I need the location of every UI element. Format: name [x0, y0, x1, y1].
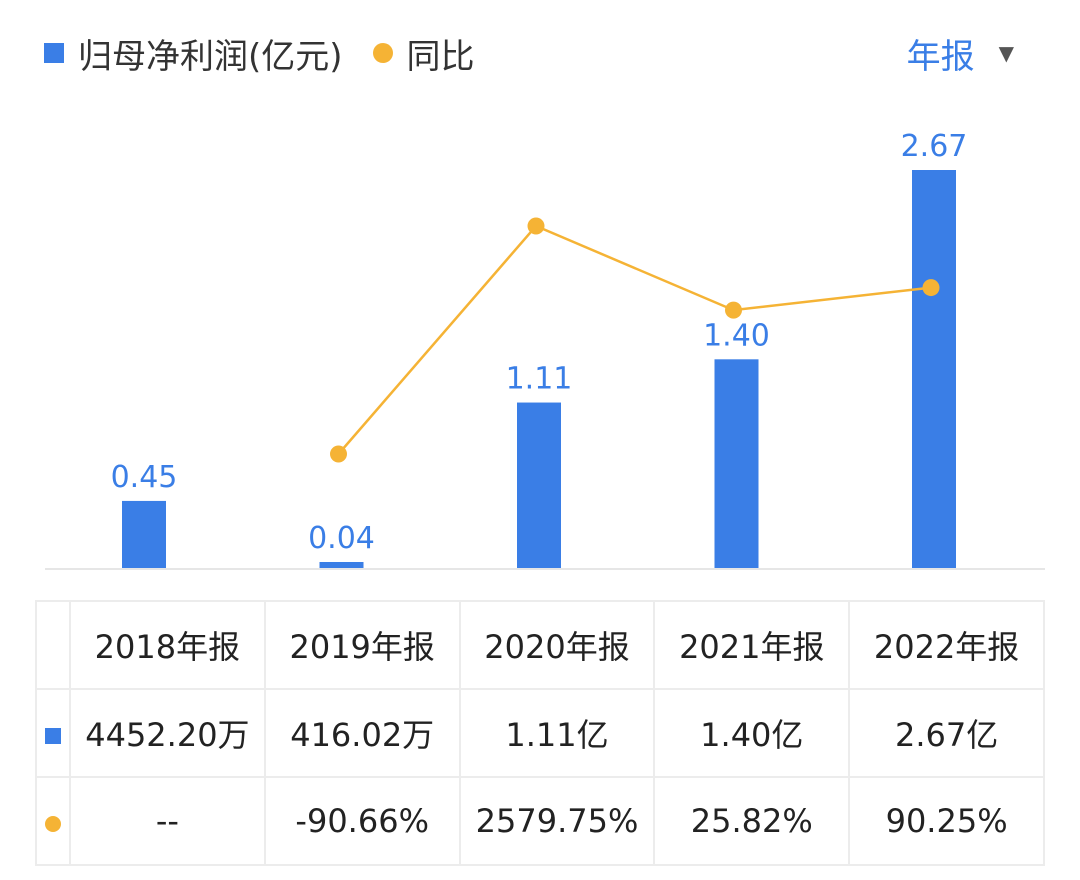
yoy-cell: 25.82% [653, 776, 851, 866]
bar-legend-label: 归母净利润(亿元) [78, 36, 343, 77]
table-header-cell: 2021年报 [653, 600, 851, 690]
profit-cell: 4452.20万 [69, 688, 266, 778]
data-table: 2018年报 2019年报 2020年报 2021年报 2022年报 4452.… [35, 600, 1045, 866]
profit-cell: 1.40亿 [653, 688, 851, 778]
profit-bar [122, 500, 166, 568]
profit-bar [319, 562, 364, 568]
profit-bar [517, 402, 561, 568]
square-icon [45, 728, 61, 744]
yoy-cell: 90.25% [848, 776, 1045, 866]
profit-bar [912, 170, 956, 568]
table-header-cell: 2020年报 [458, 600, 656, 690]
line-legend-swatch [372, 43, 393, 63]
chart-legend: 归母净利润(亿元) 同比 [44, 30, 475, 77]
table-header-cell: 2018年报 [69, 600, 266, 690]
yoy-cell: 2579.75% [458, 776, 656, 866]
profit-cell: 416.02万 [263, 688, 461, 778]
yoy-cell: -90.66% [263, 776, 461, 866]
yoy-row-marker [35, 776, 71, 866]
profit-row-marker [35, 688, 71, 778]
profit-cell: 2.67亿 [848, 688, 1045, 778]
table-header-cell: 2022年报 [848, 600, 1045, 690]
period-selector[interactable]: 年报 ▼ [906, 30, 1014, 77]
yoy-line [337, 224, 932, 455]
period-selector-label: 年报 [906, 36, 975, 77]
line-legend-label: 同比 [406, 36, 475, 77]
caret-down-icon: ▼ [998, 41, 1014, 65]
yoy-point [922, 279, 940, 297]
yoy-point [725, 301, 742, 319]
yoy-cell: -- [69, 776, 266, 866]
table-header-cell: 2019年报 [263, 600, 461, 690]
table-corner-cell [35, 600, 71, 690]
profit-row: 4452.20万 416.02万 1.11亿 1.40亿 2.67亿 [35, 688, 1045, 778]
profit-cell: 1.11亿 [458, 688, 656, 778]
bar-value-label: 1.40 [703, 318, 770, 353]
bar-legend-swatch [44, 43, 64, 63]
bar-value-label: 0.04 [308, 521, 375, 556]
table-header-row: 2018年报 2019年报 2020年报 2021年报 2022年报 [35, 600, 1045, 690]
profit-chart: 0.45 0.04 1.11 1.40 2.67 [45, 129, 1045, 570]
yoy-point [330, 445, 347, 463]
bar-value-label: 1.11 [506, 362, 573, 397]
yoy-point [527, 217, 545, 235]
dot-icon [45, 816, 61, 832]
bar-value-label: 2.67 [901, 129, 968, 164]
profit-bar [714, 359, 759, 568]
bar-value-label: 0.45 [111, 460, 178, 495]
yoy-row: -- -90.66% 2579.75% 25.82% 90.25% [35, 776, 1045, 866]
